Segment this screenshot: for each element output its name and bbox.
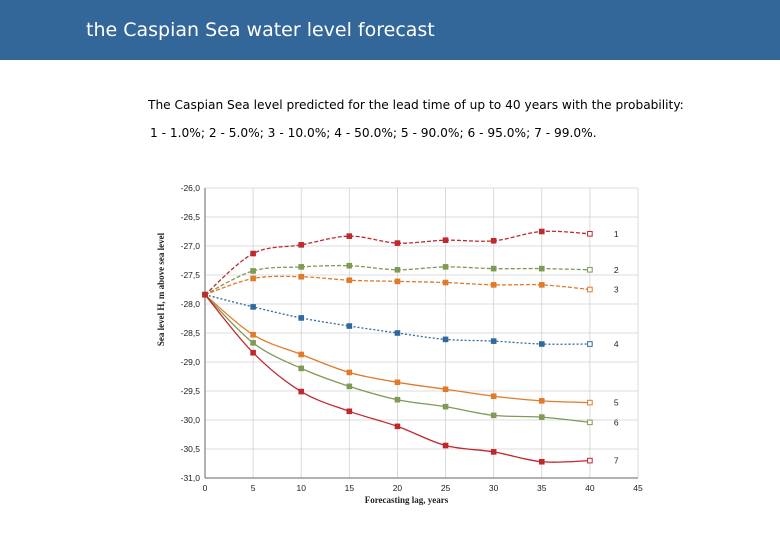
chart-grid <box>204 187 639 479</box>
data-point <box>442 386 449 393</box>
data-point <box>298 273 305 280</box>
data-point <box>346 408 353 415</box>
data-point <box>250 304 256 310</box>
series-label-6: 6 <box>614 417 619 427</box>
y-tick-label: -30,0 <box>181 415 201 425</box>
data-point <box>538 282 545 288</box>
data-point <box>538 228 545 235</box>
data-point <box>490 338 497 344</box>
data-point <box>490 412 497 419</box>
series-label-3: 3 <box>614 285 619 295</box>
x-tick-label: 45 <box>633 483 643 493</box>
chart-axes <box>204 188 638 479</box>
x-tick-label: 10 <box>296 483 306 493</box>
data-point <box>490 449 497 455</box>
data-point <box>490 282 497 288</box>
data-point <box>442 442 449 449</box>
probability-legend: 1 - 1.0%; 2 - 5.0%; 3 - 10.0%; 4 - 50.0%… <box>150 126 597 140</box>
data-point <box>587 457 593 464</box>
data-point <box>394 278 401 285</box>
page-title: the Caspian Sea water level forecast <box>86 19 435 41</box>
data-point <box>538 458 545 465</box>
y-tick-label: -28,5 <box>181 328 201 338</box>
data-point <box>538 414 545 420</box>
series-label-4: 4 <box>614 339 619 349</box>
data-point <box>298 351 305 358</box>
x-tick-label: 0 <box>203 483 208 493</box>
data-point <box>538 398 545 404</box>
sea-level-chart: -26,0 -26,5 -27,0 -27,5 -28,0 -28,5 -29,0 -29,5… <box>156 183 643 505</box>
data-point <box>346 323 353 329</box>
data-point <box>442 336 449 343</box>
y-tick-label: -30,5 <box>181 444 201 454</box>
chart-series <box>202 228 593 465</box>
data-point <box>587 266 593 273</box>
data-point <box>250 331 256 338</box>
y-tick-label: -29,5 <box>181 386 201 396</box>
data-point <box>298 264 305 270</box>
data-point <box>250 268 256 274</box>
data-point <box>250 275 256 282</box>
data-point <box>490 393 497 400</box>
x-tick-label: 20 <box>393 483 403 493</box>
series-label-7: 7 <box>614 456 619 466</box>
y-axis-title: Sea level H, m above sea level <box>156 232 166 346</box>
data-point <box>250 340 256 346</box>
data-point <box>587 231 593 237</box>
title-bar: the Caspian Sea water level forecast <box>0 0 780 60</box>
chart-labels: -26,0 -26,5 -27,0 -27,5 -28,0 -28,5 -29,0 -29,5… <box>156 183 643 505</box>
x-tick-label: 25 <box>441 483 451 493</box>
data-point <box>394 330 401 336</box>
data-point <box>346 383 353 390</box>
data-point <box>538 341 545 347</box>
x-tick-label: 40 <box>585 483 595 493</box>
data-point <box>587 341 593 347</box>
data-point <box>394 379 401 386</box>
series-label-5: 5 <box>614 398 619 408</box>
x-tick-label: 15 <box>345 483 355 493</box>
data-point <box>587 286 593 293</box>
chart-description: The Caspian Sea level predicted for the … <box>148 98 684 112</box>
y-tick-label: -31,0 <box>181 473 201 483</box>
y-tick-label: -26,0 <box>181 183 201 193</box>
data-point <box>346 233 353 239</box>
series-label-2: 2 <box>614 265 619 275</box>
data-point <box>202 291 208 298</box>
data-point <box>298 315 305 321</box>
data-point <box>250 250 256 257</box>
x-axis-title: Forecasting lag, years <box>365 495 449 505</box>
y-tick-label: -29,0 <box>181 357 201 367</box>
data-point <box>442 403 449 410</box>
data-point <box>394 266 401 273</box>
x-tick-label: 30 <box>489 483 499 493</box>
data-point <box>250 349 256 356</box>
data-point <box>394 396 401 403</box>
data-point <box>298 388 305 395</box>
y-tick-label: -26,5 <box>181 212 201 222</box>
data-point <box>442 264 449 270</box>
data-point <box>587 399 593 406</box>
data-point <box>298 242 305 248</box>
y-tick-label: -27,0 <box>181 241 201 251</box>
x-tick-label: 35 <box>537 483 547 493</box>
data-point <box>442 279 449 286</box>
data-point <box>298 365 305 372</box>
data-point <box>394 423 401 430</box>
series-label-1: 1 <box>614 229 619 239</box>
data-point <box>538 265 545 272</box>
y-tick-label: -27,5 <box>181 270 201 280</box>
y-tick-label: -28,0 <box>181 299 201 309</box>
data-point <box>442 237 449 244</box>
data-point <box>346 262 353 269</box>
data-point <box>490 237 497 244</box>
data-point <box>346 369 353 376</box>
data-point <box>346 277 353 284</box>
data-point <box>587 419 593 426</box>
data-point <box>394 240 401 246</box>
x-tick-label: 5 <box>251 483 256 493</box>
data-point <box>490 265 497 272</box>
